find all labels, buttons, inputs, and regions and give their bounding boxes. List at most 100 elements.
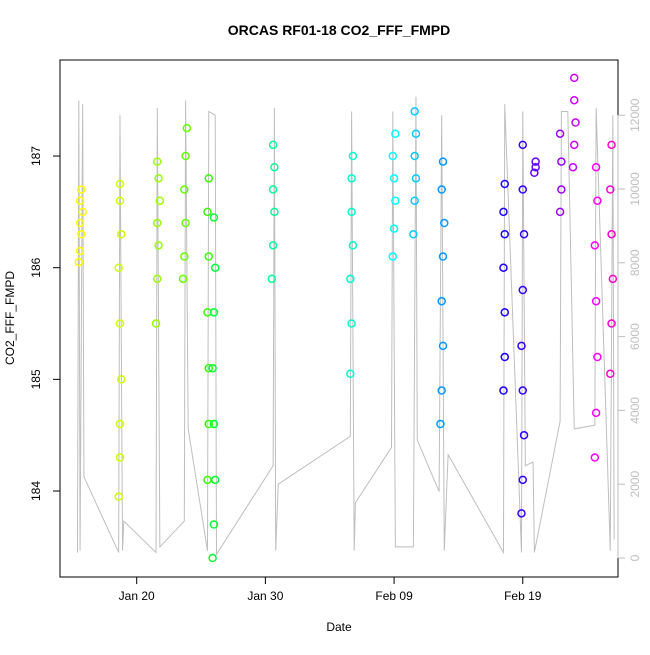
data-point <box>607 140 616 150</box>
data-point <box>410 151 419 161</box>
data-point <box>500 229 510 239</box>
data-point <box>518 185 528 194</box>
data-point <box>203 207 212 217</box>
altitude-line <box>77 96 615 557</box>
data-point <box>569 73 579 83</box>
data-point <box>153 157 162 166</box>
data-point <box>569 95 579 105</box>
data-point <box>181 218 190 228</box>
data-point <box>75 246 85 256</box>
data-point <box>155 196 165 205</box>
data-point <box>530 168 539 178</box>
y2-tick-label: 8000 <box>628 249 642 276</box>
data-point <box>268 241 278 250</box>
data-point <box>608 274 618 284</box>
data-point <box>117 375 126 384</box>
data-point <box>555 129 565 138</box>
data-point <box>208 363 217 373</box>
x-axis-label: Date <box>326 620 352 634</box>
data-point <box>151 319 161 328</box>
plot-frame <box>59 59 619 578</box>
data-point <box>348 241 358 250</box>
data-point <box>591 296 601 306</box>
data-point <box>571 118 580 127</box>
data-point <box>347 174 356 183</box>
data-point <box>208 553 217 563</box>
data-point <box>268 185 278 194</box>
data-point <box>568 162 578 172</box>
y-tick-label: 184 <box>29 481 43 501</box>
x-tick-label: Feb 19 <box>504 589 542 603</box>
y-axis-label: CO2_FFF_FMPD <box>3 271 17 365</box>
data-point <box>154 241 163 250</box>
data-point <box>204 363 214 373</box>
y-tick-label: 185 <box>29 369 43 389</box>
data-point <box>389 174 399 183</box>
data-point <box>518 140 528 150</box>
data-point <box>557 157 566 166</box>
data-point <box>591 408 601 418</box>
data-point <box>519 229 529 239</box>
data-point <box>115 419 125 429</box>
data-point <box>411 129 421 138</box>
data-point <box>593 352 602 362</box>
data-point <box>346 369 355 379</box>
data-point <box>75 196 85 205</box>
data-point <box>557 185 566 194</box>
data-point <box>437 386 446 395</box>
data-point <box>590 453 600 462</box>
data-point <box>499 386 508 395</box>
y2-tick-label: 12000 <box>628 98 642 132</box>
y-tick-label: 186 <box>29 257 43 277</box>
y2-tick-label: 6000 <box>628 323 642 350</box>
data-point <box>500 308 510 317</box>
data-point <box>499 207 508 217</box>
data-point <box>388 151 398 161</box>
x-tick-label: Jan 20 <box>119 589 155 603</box>
data-point <box>153 274 162 284</box>
data-point <box>74 257 84 267</box>
data-point <box>438 252 448 261</box>
data-point <box>115 196 125 205</box>
data-point <box>75 218 85 228</box>
data-point <box>517 341 526 351</box>
data-point <box>182 123 192 133</box>
data-point <box>78 207 87 217</box>
y2-tick-label: 0 <box>628 554 642 561</box>
data-point <box>518 475 528 485</box>
data-point <box>270 207 279 217</box>
data-point <box>348 151 358 161</box>
data-point <box>518 386 528 395</box>
data-point <box>153 218 162 228</box>
data-point <box>204 252 214 261</box>
data-point <box>204 174 214 183</box>
data-point <box>391 129 400 138</box>
data-point <box>210 475 220 485</box>
data-point <box>440 218 449 228</box>
data-point <box>391 196 400 205</box>
data-point <box>411 174 421 183</box>
x-tick-label: Feb 09 <box>375 589 413 603</box>
data-point <box>607 229 616 239</box>
data-point <box>114 492 123 501</box>
data-point <box>409 229 418 239</box>
data-point <box>410 196 419 205</box>
data-point <box>531 157 540 166</box>
data-point <box>209 308 219 317</box>
data-point <box>347 319 356 328</box>
y2-tick-label: 4000 <box>628 397 642 424</box>
data-point <box>500 352 510 362</box>
data-point <box>519 430 529 440</box>
y2-tick-label: 2000 <box>628 471 642 498</box>
data-point <box>590 241 600 250</box>
data-point <box>178 274 188 284</box>
data-point <box>115 179 125 189</box>
data-point <box>438 157 448 166</box>
data-point <box>499 263 508 272</box>
data-point <box>267 274 277 284</box>
data-point <box>591 162 601 172</box>
data-point <box>77 229 86 239</box>
data-point <box>209 213 219 222</box>
data-point <box>569 140 579 150</box>
